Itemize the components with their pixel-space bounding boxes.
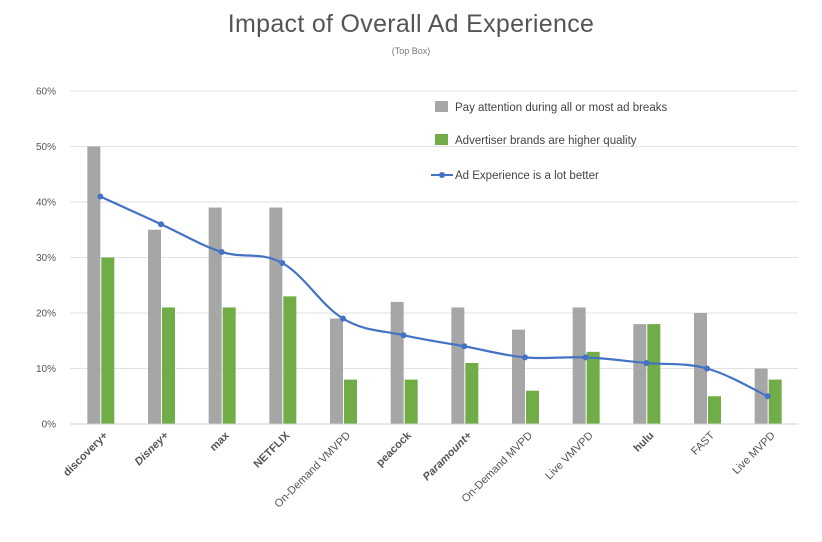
line-point — [279, 260, 286, 267]
bar-pay-attention — [633, 324, 647, 424]
bar-pay-attention — [694, 313, 707, 424]
gridlines — [70, 90, 798, 369]
bar-higher-quality — [526, 390, 539, 424]
bar-pay-attention — [572, 307, 586, 424]
bar-pay-attention — [512, 329, 525, 424]
bar-higher-quality — [768, 379, 782, 424]
line-point — [461, 343, 468, 350]
y-tick-label: 60% — [36, 87, 56, 98]
bar-pay-attention — [269, 207, 283, 424]
x-category-label: Disney+ — [133, 429, 172, 468]
chart-subtitle: (Top Box) — [391, 46, 431, 56]
x-category-label: discovery+ — [61, 430, 110, 479]
bars — [87, 146, 782, 424]
bar-higher-quality — [708, 396, 721, 424]
legend-label: Ad Experience is a lot better — [455, 170, 599, 182]
x-category-label: Paramount+ — [421, 429, 475, 483]
chart-title: Impact of Overall Ad Experience — [227, 10, 595, 38]
bar-higher-quality — [101, 257, 115, 424]
line-point — [97, 193, 104, 200]
line-point — [340, 315, 346, 322]
bar-pay-attention — [208, 207, 222, 424]
legend-line-marker — [439, 172, 445, 178]
x-category-label: FAST — [689, 429, 717, 457]
bar-higher-quality — [586, 351, 600, 424]
y-tick-label: 10% — [36, 364, 56, 375]
bar-higher-quality — [162, 307, 175, 424]
line-point — [522, 354, 528, 361]
y-tick-label: 20% — [36, 309, 56, 320]
x-category-label: hulu — [632, 430, 657, 455]
line-point — [764, 393, 771, 400]
bar-pay-attention — [330, 318, 343, 424]
x-category-label: NETFLIX — [252, 429, 293, 470]
y-tick-label: 40% — [36, 198, 56, 209]
legend: Pay attention during all or most ad brea… — [431, 101, 667, 182]
y-axis: 0% 10% 20% 30% 40% 50% 60% — [36, 87, 56, 431]
bar-pay-attention — [754, 368, 768, 424]
legend-swatch — [435, 101, 448, 112]
bar-higher-quality — [283, 296, 297, 424]
x-category-label: Live MVPD — [730, 430, 777, 477]
bar-pay-attention — [451, 307, 465, 424]
bar-higher-quality — [222, 307, 236, 424]
bar-higher-quality — [404, 379, 418, 424]
trend-line — [97, 193, 771, 400]
y-tick-label: 30% — [36, 253, 56, 264]
bar-higher-quality — [344, 379, 357, 424]
bar-pay-attention — [87, 146, 101, 424]
line-point — [158, 221, 164, 228]
bar-pay-attention — [390, 301, 404, 424]
line-point — [704, 365, 710, 372]
y-tick-label: 0% — [42, 420, 57, 431]
line-point — [582, 354, 589, 361]
bar-higher-quality — [465, 362, 479, 424]
line-point — [218, 248, 225, 255]
x-category-label: max — [208, 429, 233, 454]
line-point — [643, 359, 650, 366]
bar-higher-quality — [647, 324, 661, 424]
legend-swatch — [435, 134, 448, 145]
x-category-label: Live VMVPD — [543, 430, 596, 483]
legend-label: Pay attention during all or most ad brea… — [455, 102, 667, 114]
legend-label: Advertiser brands are higher quality — [455, 135, 637, 147]
line-point — [400, 332, 407, 339]
y-tick-label: 50% — [36, 142, 56, 153]
x-category-label: peacock — [374, 429, 414, 469]
line-ad-experience — [99, 195, 769, 398]
bar-pay-attention — [148, 229, 161, 424]
